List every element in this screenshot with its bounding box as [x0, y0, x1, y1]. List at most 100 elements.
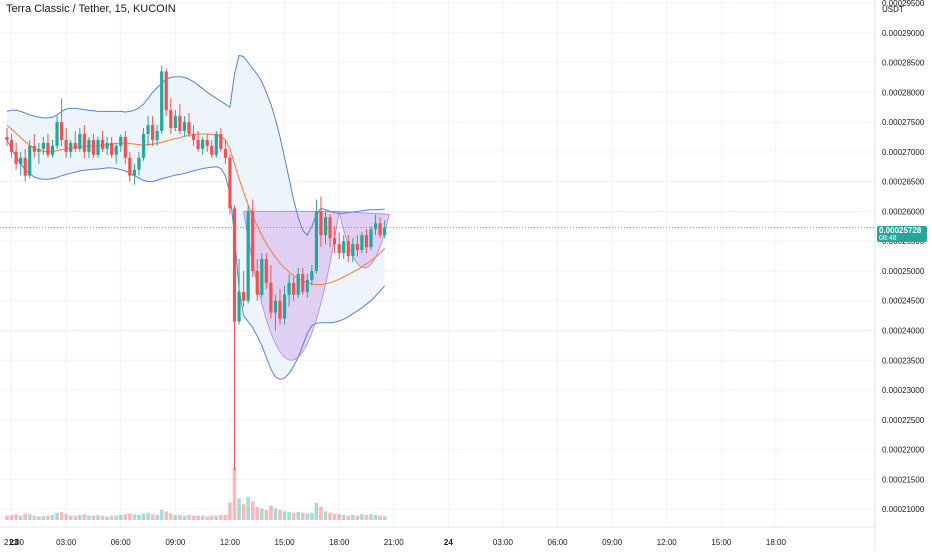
- time-tick-label: 15:00: [275, 538, 296, 547]
- volume-bar: [191, 515, 196, 520]
- candle-body: [355, 244, 359, 251]
- candle-body: [201, 139, 205, 149]
- price-tick-label: 0.00026000: [882, 207, 925, 216]
- candle-body: [37, 148, 41, 152]
- candle: [364, 229, 369, 254]
- volume-bar: [209, 515, 214, 520]
- price-tick-label: 0.00023000: [882, 386, 925, 395]
- volume-bar: [87, 515, 91, 520]
- candle: [287, 273, 291, 307]
- candle: [228, 154, 232, 215]
- candle: [164, 68, 168, 117]
- candle: [69, 139, 73, 158]
- candle-body: [360, 235, 364, 251]
- candle: [32, 133, 36, 158]
- candle-body: [32, 145, 36, 152]
- candle: [19, 151, 23, 176]
- candle-body: [182, 122, 187, 132]
- volume-bar: [369, 514, 373, 520]
- current-price-value: 0.00025728: [879, 226, 922, 235]
- volume-bar: [114, 515, 118, 520]
- current-price-tag: 0.00025728 08:48: [877, 226, 927, 242]
- candle: [378, 217, 382, 239]
- candle-body: [369, 229, 373, 248]
- candle-body: [146, 125, 150, 134]
- candle: [210, 139, 214, 158]
- volume-bar: [78, 514, 82, 520]
- candle-body: [273, 300, 278, 313]
- time-tick-label: 15:00: [711, 538, 732, 547]
- volume-bar: [105, 516, 109, 520]
- volume-bar: [310, 512, 314, 520]
- candle-body: [155, 131, 159, 140]
- candle-body: [73, 142, 77, 149]
- candle-body: [87, 139, 91, 152]
- candle-body: [50, 145, 55, 155]
- candle: [187, 113, 191, 137]
- volume-bar: [250, 501, 255, 520]
- volume-bar: [41, 515, 46, 520]
- volume-bar: [187, 514, 191, 520]
- candle: [260, 253, 264, 298]
- candle: [264, 253, 268, 289]
- volume-bar: [159, 509, 164, 520]
- candle: [137, 151, 141, 176]
- volume-bar: [237, 498, 241, 520]
- volume-bar: [346, 515, 351, 520]
- candle-body: [314, 211, 318, 271]
- candle: [355, 235, 359, 257]
- volume-bar: [323, 511, 328, 520]
- volume-bar: [305, 513, 310, 520]
- candle: [319, 196, 323, 248]
- candle: [160, 65, 164, 134]
- candle-body: [178, 116, 182, 132]
- price-tick-label: 0.00023500: [882, 356, 925, 365]
- candle-body: [151, 125, 155, 140]
- volume-bar: [273, 508, 278, 520]
- candle-body: [282, 294, 287, 319]
- volume-bar: [223, 514, 228, 520]
- candle-body: [364, 235, 369, 248]
- price-tick-label: 0.00029000: [882, 29, 925, 38]
- candle: [360, 232, 364, 254]
- volume-bar: [260, 508, 264, 520]
- volume-bar: [232, 468, 237, 520]
- time-tick-label: 23: [10, 538, 19, 547]
- candle: [182, 116, 187, 137]
- candle-body: [383, 227, 387, 236]
- candle-body: [64, 139, 68, 152]
- candle-body: [196, 139, 200, 149]
- candle-countdown: 08:48: [879, 235, 897, 242]
- candle: [369, 226, 373, 251]
- volume-bar: [5, 515, 9, 520]
- candle: [73, 131, 77, 152]
- volume-bar: [128, 513, 132, 520]
- volume-bar: [332, 513, 337, 520]
- candle-body: [141, 133, 146, 158]
- price-tick-label: 0.00028500: [882, 59, 925, 68]
- volume-bar: [264, 509, 269, 520]
- candle: [132, 163, 136, 185]
- volume-bar: [91, 515, 96, 520]
- candle-body: [78, 133, 82, 149]
- volume-bar: [382, 516, 387, 520]
- volume-bar: [205, 516, 209, 520]
- candle: [55, 116, 59, 149]
- volume-bar: [241, 504, 246, 520]
- candle: [9, 133, 14, 158]
- time-tick-label: 12:00: [220, 538, 241, 547]
- candle: [214, 131, 218, 158]
- price-tick-label: 0.00022500: [882, 416, 925, 425]
- candle: [292, 276, 296, 301]
- volume-bar: [219, 514, 223, 520]
- candle-body: [255, 270, 259, 295]
- candles: [5, 65, 387, 471]
- candle-body: [342, 241, 346, 254]
- candle: [201, 136, 205, 155]
- candle: [278, 288, 282, 325]
- candle-body: [310, 270, 314, 280]
- volume-bar: [278, 509, 282, 520]
- volume-bar: [287, 512, 291, 520]
